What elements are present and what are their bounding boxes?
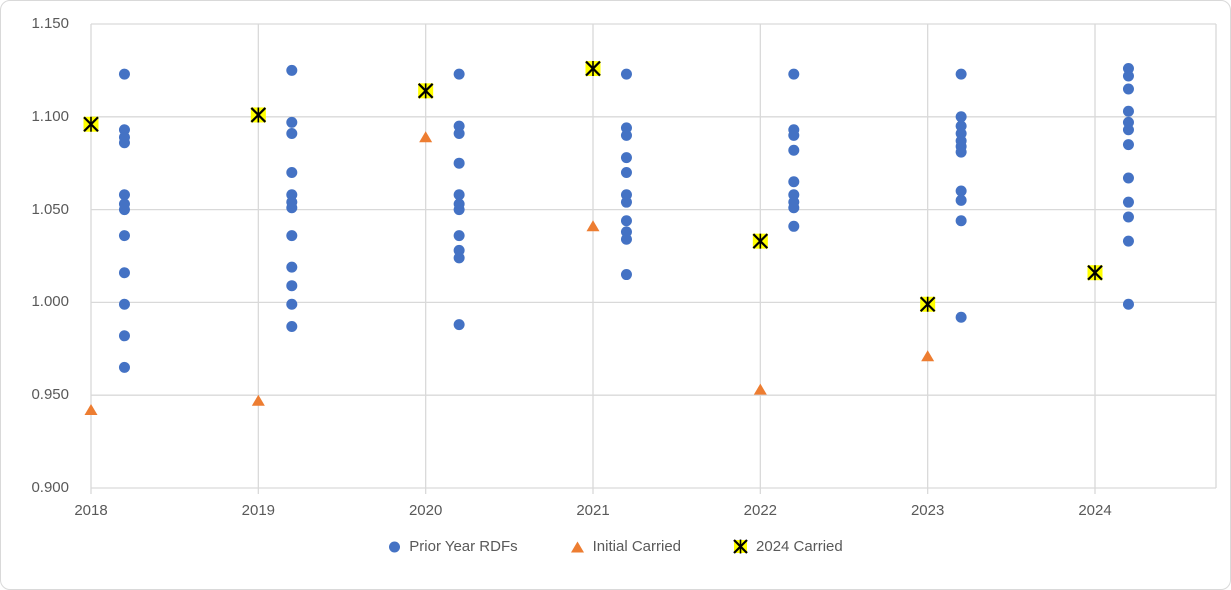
carried-2024-marker: [752, 233, 769, 249]
carried-2024-marker: [919, 296, 936, 313]
prior-year-rdf-marker: [453, 128, 465, 140]
prior-year-rdf-marker: [620, 196, 632, 208]
carried-2024-marker: [83, 116, 99, 133]
prior-year-rdf-marker: [955, 146, 967, 158]
prior-year-rdf-marker: [118, 267, 130, 279]
prior-year-rdf-marker: [1122, 105, 1134, 117]
initial-carried-marker: [251, 394, 265, 406]
prior-year-rdf-marker: [286, 298, 298, 310]
x-axis-tick-label: 2022: [743, 502, 778, 519]
initial-carried-marker: [753, 383, 767, 395]
prior-year-rdf-marker: [118, 230, 130, 242]
prior-year-rdf-marker: [620, 68, 632, 80]
x-axis-tick-label: 2024: [1078, 502, 1112, 519]
x-axis-tick-label: 2018: [74, 502, 108, 519]
prior-year-rdf-marker: [1122, 70, 1134, 82]
y-axis-tick-label: 1.050: [31, 200, 69, 218]
y-axis-tick-label: 1.150: [31, 15, 69, 32]
initial-carried-marker: [419, 131, 433, 143]
legend-label-prior-year-rdfs: Prior Year RDFs: [409, 538, 518, 555]
carried-2024-marker: [417, 83, 434, 99]
prior-year-rdf-marker: [620, 269, 632, 281]
prior-year-rdf-marker: [453, 230, 465, 242]
prior-year-rdf-marker: [118, 361, 130, 373]
legend-item-prior-year-rdfs[interactable]: Prior Year RDFs: [388, 538, 518, 555]
legend-item-2024-carried[interactable]: 2024 Carried: [733, 538, 843, 555]
prior-year-rdf-marker: [286, 128, 298, 140]
prior-year-rdf-marker: [955, 311, 967, 323]
chart-legend: Prior Year RDFs Initial Carried 2024 Car…: [1, 538, 1230, 555]
prior-year-rdf-marker: [118, 68, 130, 80]
prior-year-rdf-marker: [788, 129, 800, 141]
prior-year-rdf-marker: [788, 176, 800, 188]
prior-year-rdf-marker: [118, 330, 130, 342]
prior-year-rdf-marker: [955, 68, 967, 80]
prior-year-rdf-marker: [1122, 211, 1134, 223]
prior-year-rdf-marker: [453, 189, 465, 201]
prior-year-rdf-marker: [453, 204, 465, 216]
prior-year-rdf-marker: [788, 202, 800, 214]
prior-year-rdf-marker: [453, 68, 465, 80]
prior-year-rdf-marker: [286, 116, 298, 128]
prior-year-rdf-marker: [453, 157, 465, 169]
prior-year-rdf-marker: [286, 321, 298, 333]
prior-year-rdf-marker: [1122, 172, 1134, 184]
prior-year-rdf-marker: [620, 129, 632, 141]
prior-year-rdf-marker: [955, 215, 967, 227]
prior-year-rdf-marker: [286, 64, 298, 76]
prior-year-rdf-marker: [286, 202, 298, 214]
prior-year-rdf-marker: [286, 261, 298, 273]
prior-year-rdf-marker: [118, 204, 130, 216]
y-axis-tick-label: 1.100: [31, 107, 69, 125]
prior-year-rdf-marker: [286, 166, 298, 178]
carried-2024-marker: [585, 60, 601, 77]
carried-2024-marker: [1087, 264, 1103, 281]
prior-year-rdf-marker: [620, 215, 632, 227]
legend-item-initial-carried[interactable]: Initial Carried: [570, 538, 681, 555]
prior-year-rdf-marker: [286, 280, 298, 292]
prior-year-rdf-marker: [788, 220, 800, 232]
prior-year-rdf-marker: [286, 230, 298, 242]
y-axis-tick-label: 0.900: [31, 479, 69, 496]
prior-year-rdf-marker: [118, 137, 130, 149]
circle-marker-icon: [389, 541, 401, 552]
prior-year-rdf-marker: [1122, 196, 1134, 208]
prior-year-rdf-marker: [453, 319, 465, 331]
y-axis-tick-label: 1.000: [31, 293, 69, 311]
initial-carried-marker: [921, 350, 935, 362]
y-axis-tick-label: 0.950: [31, 386, 69, 404]
prior-year-rdf-marker: [1122, 235, 1134, 247]
prior-year-rdf-marker: [118, 189, 130, 201]
prior-year-rdf-marker: [1122, 124, 1134, 136]
prior-year-rdf-marker: [620, 166, 632, 178]
prior-year-rdf-marker: [620, 152, 632, 164]
prior-year-rdf-marker: [955, 194, 967, 206]
prior-year-rdf-marker: [955, 111, 967, 123]
legend-label-2024-carried: 2024 Carried: [756, 538, 843, 555]
prior-year-rdf-marker: [453, 252, 465, 264]
x-axis-tick-label: 2021: [576, 502, 610, 519]
triangle-marker-icon: [570, 541, 584, 552]
x-axis-tick-label: 2019: [241, 502, 276, 519]
initial-carried-marker: [586, 220, 600, 232]
prior-year-rdf-marker: [118, 298, 130, 310]
initial-carried-marker: [84, 404, 98, 416]
carried-2024-marker: [250, 107, 267, 123]
legend-label-initial-carried: Initial Carried: [592, 538, 682, 555]
prior-year-rdf-marker: [955, 185, 967, 197]
star-marker-icon: [733, 539, 748, 554]
prior-year-rdf-marker: [1122, 298, 1134, 310]
prior-year-rdf-marker: [1122, 139, 1134, 151]
x-axis-tick-label: 2020: [408, 502, 443, 519]
prior-year-rdf-marker: [620, 233, 632, 245]
prior-year-rdf-marker: [788, 68, 800, 80]
prior-year-rdf-marker: [788, 144, 800, 156]
x-axis-tick-label: 2023: [910, 502, 945, 519]
prior-year-rdf-marker: [1122, 83, 1134, 95]
